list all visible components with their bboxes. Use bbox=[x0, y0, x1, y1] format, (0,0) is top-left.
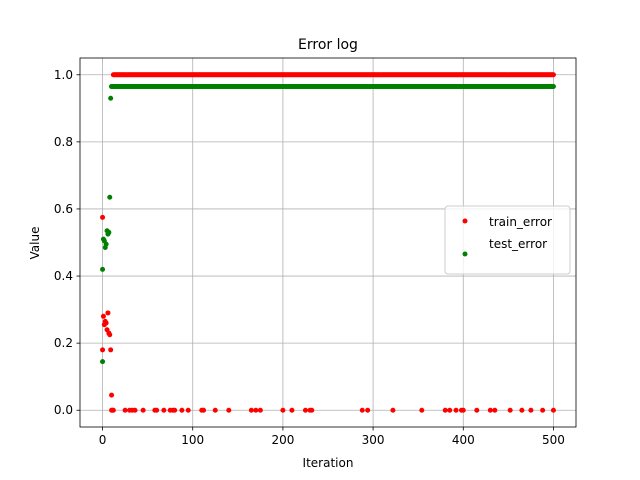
train-error-point bbox=[179, 407, 185, 413]
train-error-point bbox=[248, 407, 254, 413]
y-tick-label: 0.8 bbox=[54, 135, 73, 149]
y-axis-label: Value bbox=[28, 227, 42, 260]
train-error-point bbox=[103, 320, 109, 326]
data-markers bbox=[100, 72, 556, 413]
train-error-point bbox=[453, 407, 459, 413]
legend: train_error test_error bbox=[444, 205, 571, 275]
train-error-point bbox=[100, 214, 106, 220]
test-error-point bbox=[550, 84, 556, 90]
train-error-point bbox=[460, 407, 466, 413]
train-error-point bbox=[302, 407, 308, 413]
y-tick-label: 0.0 bbox=[54, 403, 73, 417]
train-error-point bbox=[109, 392, 115, 398]
test-error-point bbox=[106, 229, 112, 235]
train-error-point bbox=[507, 407, 513, 413]
test-error-point bbox=[100, 359, 106, 365]
train-error-point bbox=[161, 407, 167, 413]
y-axis-ticks: 0.0 0.2 0.4 0.6 0.8 1.0 bbox=[54, 68, 80, 417]
x-tick-label: 200 bbox=[271, 433, 294, 447]
y-tick-label: 0.2 bbox=[54, 336, 73, 350]
train-error-point bbox=[309, 407, 315, 413]
train-error-point bbox=[212, 407, 218, 413]
train-error-point bbox=[365, 407, 371, 413]
test-error-point bbox=[108, 95, 114, 101]
train-error-point bbox=[359, 407, 365, 413]
train-error-point bbox=[419, 407, 425, 413]
legend-label-test-error: test_error bbox=[489, 237, 547, 251]
train-error-point bbox=[492, 407, 498, 413]
train-error-point bbox=[122, 407, 128, 413]
train-error-point bbox=[154, 407, 160, 413]
x-axis-label: Iteration bbox=[303, 456, 354, 470]
train-error-point bbox=[550, 72, 556, 78]
train-error-point bbox=[100, 313, 106, 319]
train-error-point bbox=[108, 347, 114, 353]
train-error-point bbox=[107, 332, 113, 338]
train-error-point bbox=[100, 347, 106, 353]
train-error-point bbox=[487, 407, 493, 413]
x-tick-label: 400 bbox=[452, 433, 475, 447]
test-error-point bbox=[100, 266, 106, 272]
chart-title: Error log bbox=[298, 37, 358, 53]
legend-box bbox=[444, 205, 571, 275]
train-error-point bbox=[140, 407, 146, 413]
train-error-point bbox=[257, 407, 263, 413]
x-tick-label: 300 bbox=[362, 433, 385, 447]
test-error-point bbox=[103, 241, 109, 247]
train-error-point bbox=[185, 407, 191, 413]
y-tick-label: 0.4 bbox=[54, 269, 73, 283]
train-error-point bbox=[540, 407, 546, 413]
y-tick-label: 1.0 bbox=[54, 68, 73, 82]
plot-area-frame bbox=[79, 57, 577, 428]
train-error-point bbox=[110, 407, 116, 413]
x-tick-label: 0 bbox=[99, 433, 107, 447]
y-tick-label: 0.6 bbox=[54, 202, 73, 216]
legend-marker-test-error bbox=[462, 251, 468, 257]
train-error-point bbox=[172, 407, 178, 413]
train-error-point bbox=[105, 310, 111, 316]
train-error-point bbox=[519, 407, 525, 413]
train-error-point bbox=[289, 407, 295, 413]
train-error-point bbox=[201, 407, 207, 413]
train-error-point bbox=[280, 407, 286, 413]
x-tick-label: 100 bbox=[181, 433, 204, 447]
train-error-point bbox=[253, 407, 259, 413]
train-error-point bbox=[474, 407, 480, 413]
train-error-point bbox=[390, 407, 396, 413]
legend-marker-train-error bbox=[462, 218, 468, 224]
legend-label-train-error: train_error bbox=[489, 215, 552, 229]
train-error-point bbox=[442, 407, 448, 413]
train-error-point bbox=[447, 407, 453, 413]
train-error-point bbox=[132, 407, 138, 413]
x-tick-label: 500 bbox=[542, 433, 565, 447]
x-axis-ticks: 0 100 200 300 400 500 bbox=[99, 427, 565, 447]
test-error-point bbox=[107, 194, 113, 200]
train-error-point bbox=[226, 407, 232, 413]
train-error-point bbox=[550, 407, 556, 413]
train-error-point bbox=[528, 407, 534, 413]
